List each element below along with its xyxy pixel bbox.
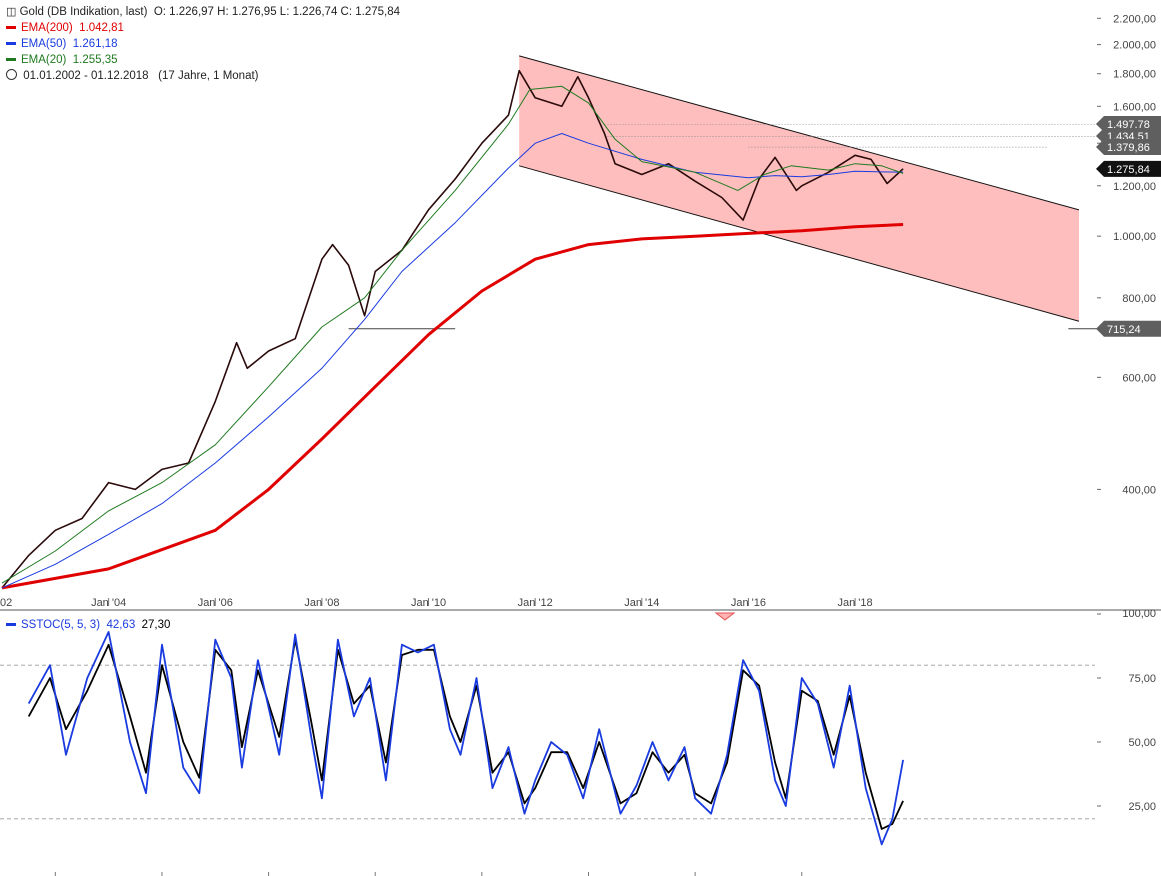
- osc-y-tick-label: 25,00: [1128, 801, 1156, 813]
- sstoc-d-value: 27,30: [141, 619, 171, 631]
- sstoc-label: SSTOC(5, 5, 3): [21, 619, 101, 631]
- x-tick-label: Jan '06: [198, 597, 233, 609]
- price-tag: 715,24: [1096, 320, 1161, 337]
- legend-title-row: ◫ Gold (DB Indikation, last) O: 1.226,97…: [6, 4, 400, 20]
- ohlc-values: O: 1.226,97 H: 1.276,95 L: 1.226,74 C: 1…: [153, 6, 400, 18]
- ema50-swatch: [6, 42, 16, 46]
- ema200-value: 1.042,81: [79, 22, 124, 34]
- osc-y-tick-label: 100,00: [1122, 608, 1156, 620]
- x-tick-label: Jan '12: [518, 597, 553, 609]
- oscillator-panel: 25,00 50,00 75,00 100,00: [0, 608, 1156, 846]
- price-tag-label: 715,24: [1107, 324, 1141, 336]
- price-tag-label: 1.379,86: [1107, 142, 1150, 154]
- x-tick-label: Jan '18: [838, 597, 873, 609]
- price-tag-background: [1096, 320, 1161, 337]
- x-tick-label: Jan '16: [731, 597, 766, 609]
- y-tick-label: 2.000,00: [1113, 40, 1156, 52]
- x-tick-label: Jan '10: [411, 597, 446, 609]
- legend-ema20[interactable]: EMA(20) 1.255,35: [6, 52, 118, 68]
- legend-ema200[interactable]: EMA(200) 1.042,81: [6, 20, 124, 36]
- clock-icon: [6, 69, 17, 80]
- y-tick-label: 1.000,00: [1113, 231, 1156, 243]
- legend-range: 01.01.2002 - 01.12.2018 (17 Jahre, 1 Mon…: [6, 68, 259, 84]
- ema20-swatch: [6, 58, 16, 62]
- signal-marker-icon: [714, 612, 736, 621]
- legend-ema50[interactable]: EMA(50) 1.261,18: [6, 36, 118, 52]
- y-tick-label: 1.200,00: [1113, 181, 1156, 193]
- y-tick-label: 800,00: [1122, 293, 1156, 305]
- price-tag: 1.379,86: [1096, 139, 1161, 155]
- price-tag-label: 1.275,84: [1107, 164, 1150, 176]
- y-tick-label: 400,00: [1122, 484, 1156, 496]
- ema20-label: EMA(20): [21, 54, 67, 66]
- date-range-note: (17 Jahre, 1 Monat): [158, 70, 259, 82]
- price-series: [1, 69, 904, 590]
- price-tag-background: [1096, 160, 1161, 177]
- series-ema-20-: [1, 85, 904, 584]
- axes: 400,00600,00800,001.000,001.200,001.400,…: [0, 13, 1156, 876]
- x-tick-label: Jan '04: [91, 597, 126, 609]
- ema200-swatch: [6, 26, 16, 30]
- ema20-value: 1.255,35: [72, 54, 118, 66]
- channel-lower-line: [519, 165, 1080, 322]
- price-tag-background: [1096, 139, 1161, 155]
- channel-upper-line: [519, 55, 1080, 211]
- x-tick-label: Jan '14: [624, 597, 659, 609]
- instrument-title: Gold (DB Indikation, last): [19, 6, 148, 18]
- sstoc-k-value: 42,63: [106, 619, 136, 631]
- bar-chart-icon: ◫: [6, 6, 17, 18]
- series-ema-50-: [1, 133, 904, 589]
- series-gold: [1, 69, 904, 589]
- date-range: 01.01.2002 - 01.12.2018: [23, 70, 149, 82]
- y-tick-label: 600,00: [1122, 372, 1156, 384]
- series-ema-200-: [1, 223, 904, 590]
- oscillator-legend[interactable]: SSTOC(5, 5, 3) 42,63 27,30: [6, 617, 170, 633]
- x-edge-label: 02: [0, 597, 12, 609]
- ema200-label: EMA(200): [21, 22, 73, 34]
- sstoc-swatch: [6, 623, 16, 627]
- ema50-label: EMA(50): [21, 38, 67, 50]
- price-tag: 1.275,84: [1096, 160, 1161, 177]
- x-tick-label: Jan '08: [304, 597, 339, 609]
- osc-y-tick-label: 50,00: [1128, 737, 1156, 749]
- osc-y-tick-label: 75,00: [1128, 673, 1156, 685]
- ema50-value: 1.261,18: [72, 38, 118, 50]
- y-tick-label: 1.600,00: [1113, 101, 1156, 113]
- y-tick-label: 1.800,00: [1113, 69, 1156, 81]
- osc-series-k: [27, 631, 904, 846]
- y-tick-label: 2.200,00: [1113, 13, 1156, 25]
